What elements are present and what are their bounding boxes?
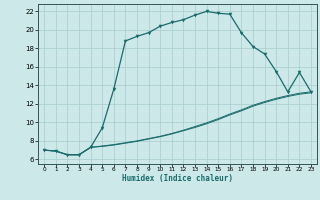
X-axis label: Humidex (Indice chaleur): Humidex (Indice chaleur) [122, 174, 233, 183]
